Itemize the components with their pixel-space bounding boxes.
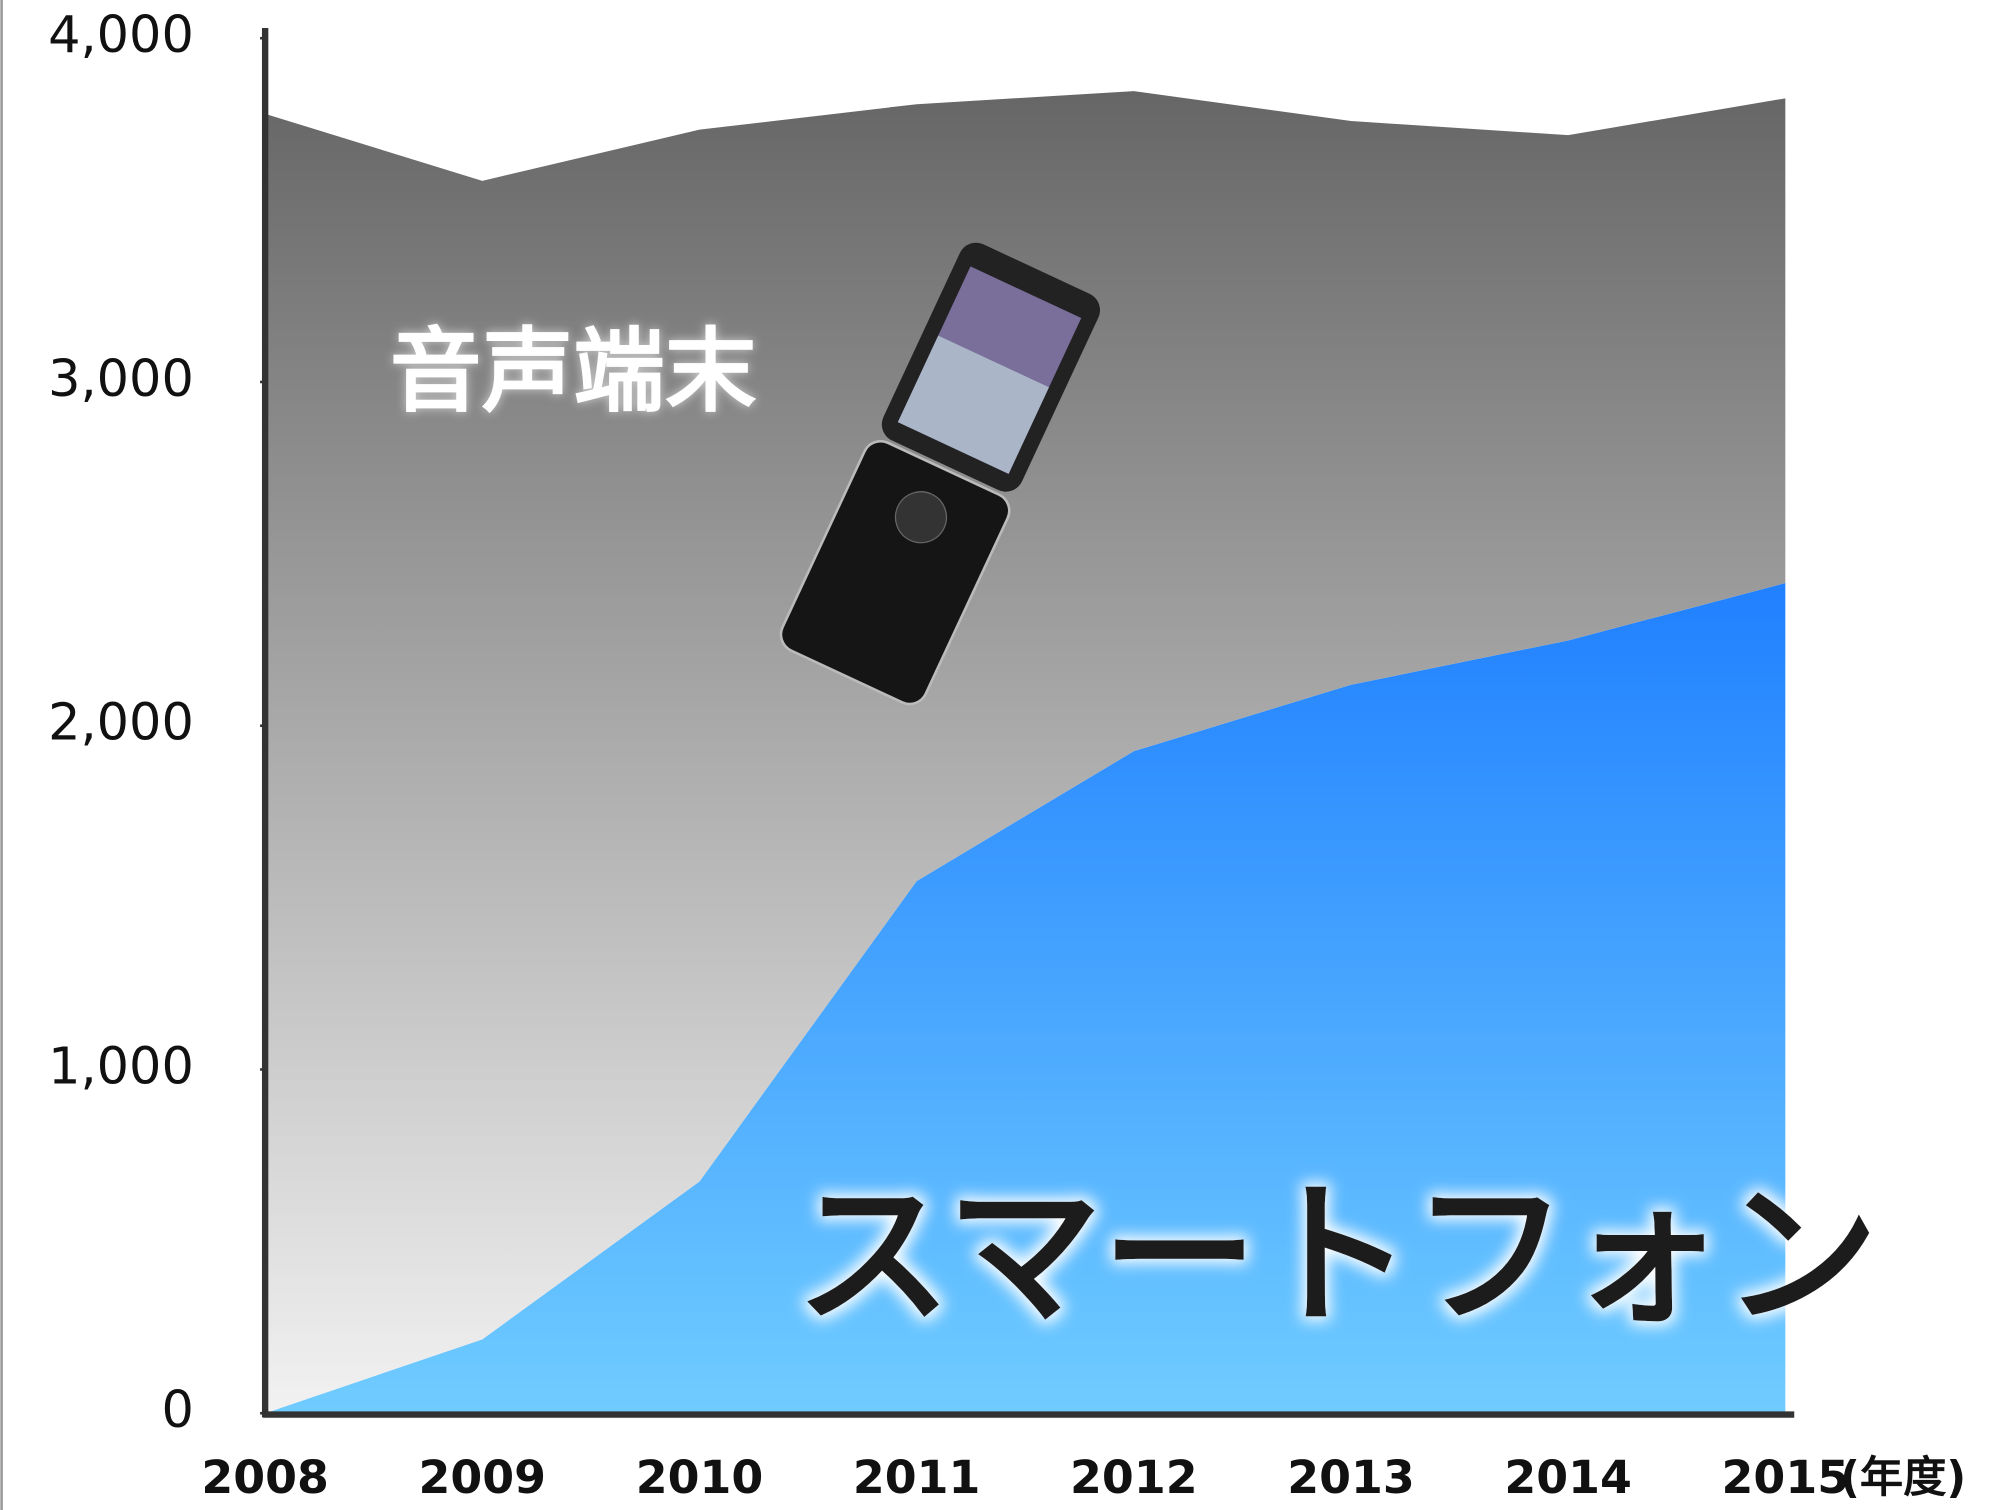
y-tick-label: 2,000 [48,694,194,753]
phone-illustration [779,242,1101,706]
x-tick-label: 2008 [201,1450,329,1504]
series-label: スマートフォン [796,1165,1879,1346]
x-tick-label: 2010 [636,1450,764,1504]
y-tick-label: 3,000 [48,350,194,409]
x-tick-label: 2012 [1070,1450,1198,1504]
series-label: 音声端末 [390,318,757,425]
y-tick-label: 0 [161,1381,193,1440]
area [265,91,1786,1414]
x-tick-label: 2014 [1504,1450,1632,1504]
areas [265,91,1786,1414]
y-tick-label: 1,000 [48,1037,194,1096]
area [265,583,1786,1414]
x-tick-label: 2015 [1722,1450,1850,1504]
x-tick-label: 2011 [853,1450,981,1504]
x-tick-label: 2009 [419,1450,547,1504]
y-tick-label: 4,000 [48,6,194,65]
x-tick-label: 2013 [1287,1450,1415,1504]
x-unit: (年度) [1840,1453,1966,1503]
